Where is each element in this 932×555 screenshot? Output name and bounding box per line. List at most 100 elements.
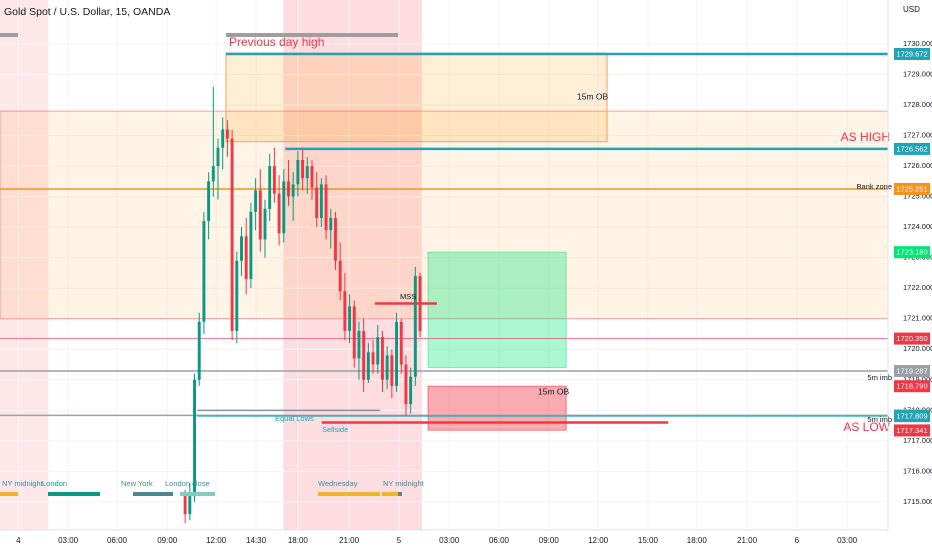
candle-body [409, 376, 413, 405]
candle-body [329, 217, 333, 231]
session-label: New York [121, 479, 153, 488]
candle-body [193, 379, 196, 493]
annotation: AS HIGH [841, 130, 890, 144]
x-tick-label: 14:30 [246, 536, 267, 545]
candle-body [249, 211, 253, 280]
candle-body [310, 166, 314, 188]
candle-body [399, 321, 403, 365]
annotation: 5m imb [867, 373, 892, 382]
annotation: Previous day high [229, 35, 324, 49]
session-label: London [42, 479, 67, 488]
session-label: NY midnight [2, 479, 44, 488]
candle-body [380, 337, 384, 380]
candle-body [348, 306, 352, 331]
candle-body [418, 275, 422, 331]
annotation: Equal Lows [275, 414, 314, 423]
candle-body [296, 159, 300, 185]
y-tick-label: 1730.000 [903, 39, 932, 48]
currency: USD [903, 5, 920, 14]
candle-body [343, 291, 347, 331]
session-bar [48, 492, 100, 496]
background-layer [0, 0, 888, 530]
candle-body [207, 181, 211, 222]
candle-body [413, 275, 417, 377]
price-tag-label: 1726.562 [896, 144, 927, 153]
session-shade [0, 0, 49, 530]
x-tick-label: 12:00 [588, 536, 609, 545]
candle-body [258, 190, 262, 240]
x-tick-label: 06:00 [107, 536, 128, 545]
x-tick-label: 5 [397, 536, 402, 545]
candles-layer [183, 86, 422, 524]
price-tag-label: 1717.341 [896, 426, 927, 435]
candle-body [244, 236, 248, 280]
candle-body [395, 321, 399, 386]
annotation: 15m OB [538, 386, 570, 396]
price-tag [894, 246, 930, 259]
price-tag [894, 182, 930, 195]
candle-body [362, 330, 366, 380]
price-tag-label: 1718.790 [896, 382, 927, 391]
y-tick-label: 1727.000 [903, 131, 932, 140]
y-tick-label: 1728.000 [903, 100, 932, 109]
session-label: Wednesday [318, 479, 358, 488]
chart-title: Gold Spot / U.S. Dollar, 15, OANDA [4, 6, 170, 18]
candle-body [282, 181, 286, 234]
annotation: MSS [400, 292, 416, 301]
candle-body [390, 355, 394, 386]
candle-body [352, 306, 356, 359]
annotation-layer: Gold Spot / U.S. Dollar, 15, OANDA USD P… [2, 5, 920, 488]
candle-body [254, 190, 258, 212]
session-bar [318, 492, 380, 496]
annotation: 5m imb [867, 415, 892, 424]
candle-body [240, 236, 243, 261]
y-tick-label: 1721.000 [903, 314, 932, 323]
candle-body [315, 187, 319, 218]
y-tick-label: 1717.000 [903, 436, 932, 445]
y-tick-label: 1726.000 [903, 161, 932, 170]
x-tick-label: 4 [16, 536, 21, 545]
session-label: NY midnight [383, 479, 425, 488]
price-tag-label: 1719.287 [896, 367, 927, 376]
y-tick-label: 1729.000 [903, 69, 932, 78]
session-bar [382, 492, 398, 496]
candle-body [357, 330, 361, 359]
candle-body [404, 364, 408, 405]
price-tag-label: 1729.672 [896, 49, 927, 58]
y-tick-label: 1720.000 [903, 344, 932, 353]
x-tick-label: 15:00 [638, 536, 659, 545]
y-tick-label: 1716.000 [903, 466, 932, 475]
session-bar [133, 492, 173, 496]
range-bar [0, 33, 18, 37]
price-tag [894, 332, 930, 345]
x-tick-label: 03:00 [58, 536, 79, 545]
x-tick-label: 18:00 [687, 536, 708, 545]
candle-body [277, 193, 281, 234]
candle-body [183, 495, 187, 515]
price-tag-label: 1720.350 [896, 334, 927, 343]
x-tick-label: 6 [795, 536, 800, 545]
price-tag-label: 1725.251 [896, 184, 927, 193]
candle-body [211, 166, 215, 182]
x-tick-label: 09:00 [157, 536, 178, 545]
lines-layer [0, 52, 888, 424]
price-tag [894, 142, 930, 155]
x-tick-label: 06:00 [489, 536, 510, 545]
price-tag [894, 365, 930, 378]
session-bar [0, 492, 18, 496]
price-tag [894, 47, 930, 60]
annotation: Bank zone [857, 182, 892, 191]
candle-body [263, 208, 267, 240]
candle-body [291, 184, 295, 197]
candle-body [225, 129, 229, 139]
candle-body [324, 184, 328, 231]
candle-body [319, 184, 323, 218]
session-bar [398, 492, 402, 496]
y-tick-label: 1722.000 [903, 283, 932, 292]
price-tag [894, 410, 930, 423]
y-tick-label: 1715.000 [903, 497, 932, 506]
candle-body [301, 159, 305, 179]
x-tick-label: 03:00 [837, 536, 858, 545]
